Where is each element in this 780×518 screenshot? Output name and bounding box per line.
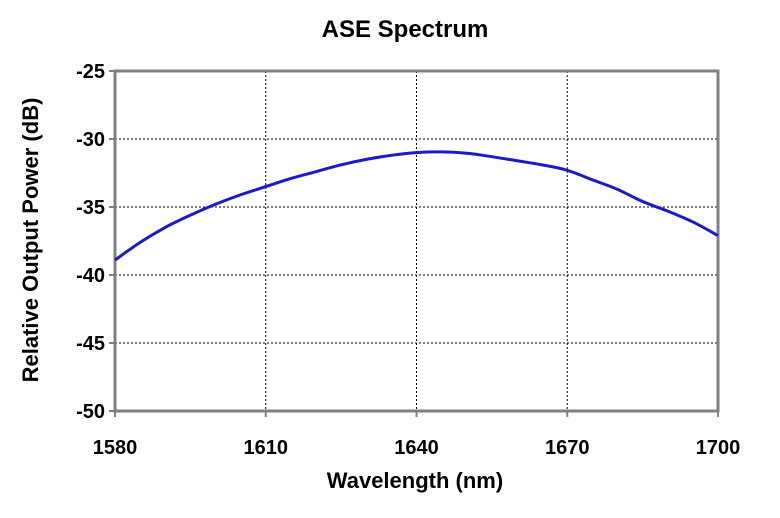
x-axis-title: Wavelength (nm) bbox=[327, 468, 503, 493]
y-tick-label: -50 bbox=[76, 401, 105, 423]
x-axis-ticks: 1580 1610 1640 1670 1700 bbox=[93, 411, 741, 459]
x-tick-label: 1580 bbox=[93, 437, 138, 459]
y-axis-title: Relative Output Power (dB) bbox=[18, 98, 43, 383]
y-axis-ticks: -25 -30 -35 -40 -45 -50 bbox=[76, 61, 115, 423]
x-tick-label: 1670 bbox=[545, 437, 590, 459]
y-tick-label: -30 bbox=[76, 129, 105, 151]
chart-title: ASE Spectrum bbox=[322, 16, 489, 43]
x-tick-label: 1640 bbox=[394, 437, 439, 459]
y-tick-label: -25 bbox=[76, 61, 105, 83]
y-tick-label: -40 bbox=[76, 265, 105, 287]
ase-spectrum-line bbox=[114, 150, 719, 262]
y-tick-label: -35 bbox=[76, 197, 105, 219]
x-tick-label: 1610 bbox=[244, 437, 289, 459]
y-tick-label: -45 bbox=[76, 333, 105, 355]
x-tick-label: 1700 bbox=[696, 437, 741, 459]
grid-lines bbox=[115, 71, 718, 411]
series-layer bbox=[114, 150, 719, 262]
